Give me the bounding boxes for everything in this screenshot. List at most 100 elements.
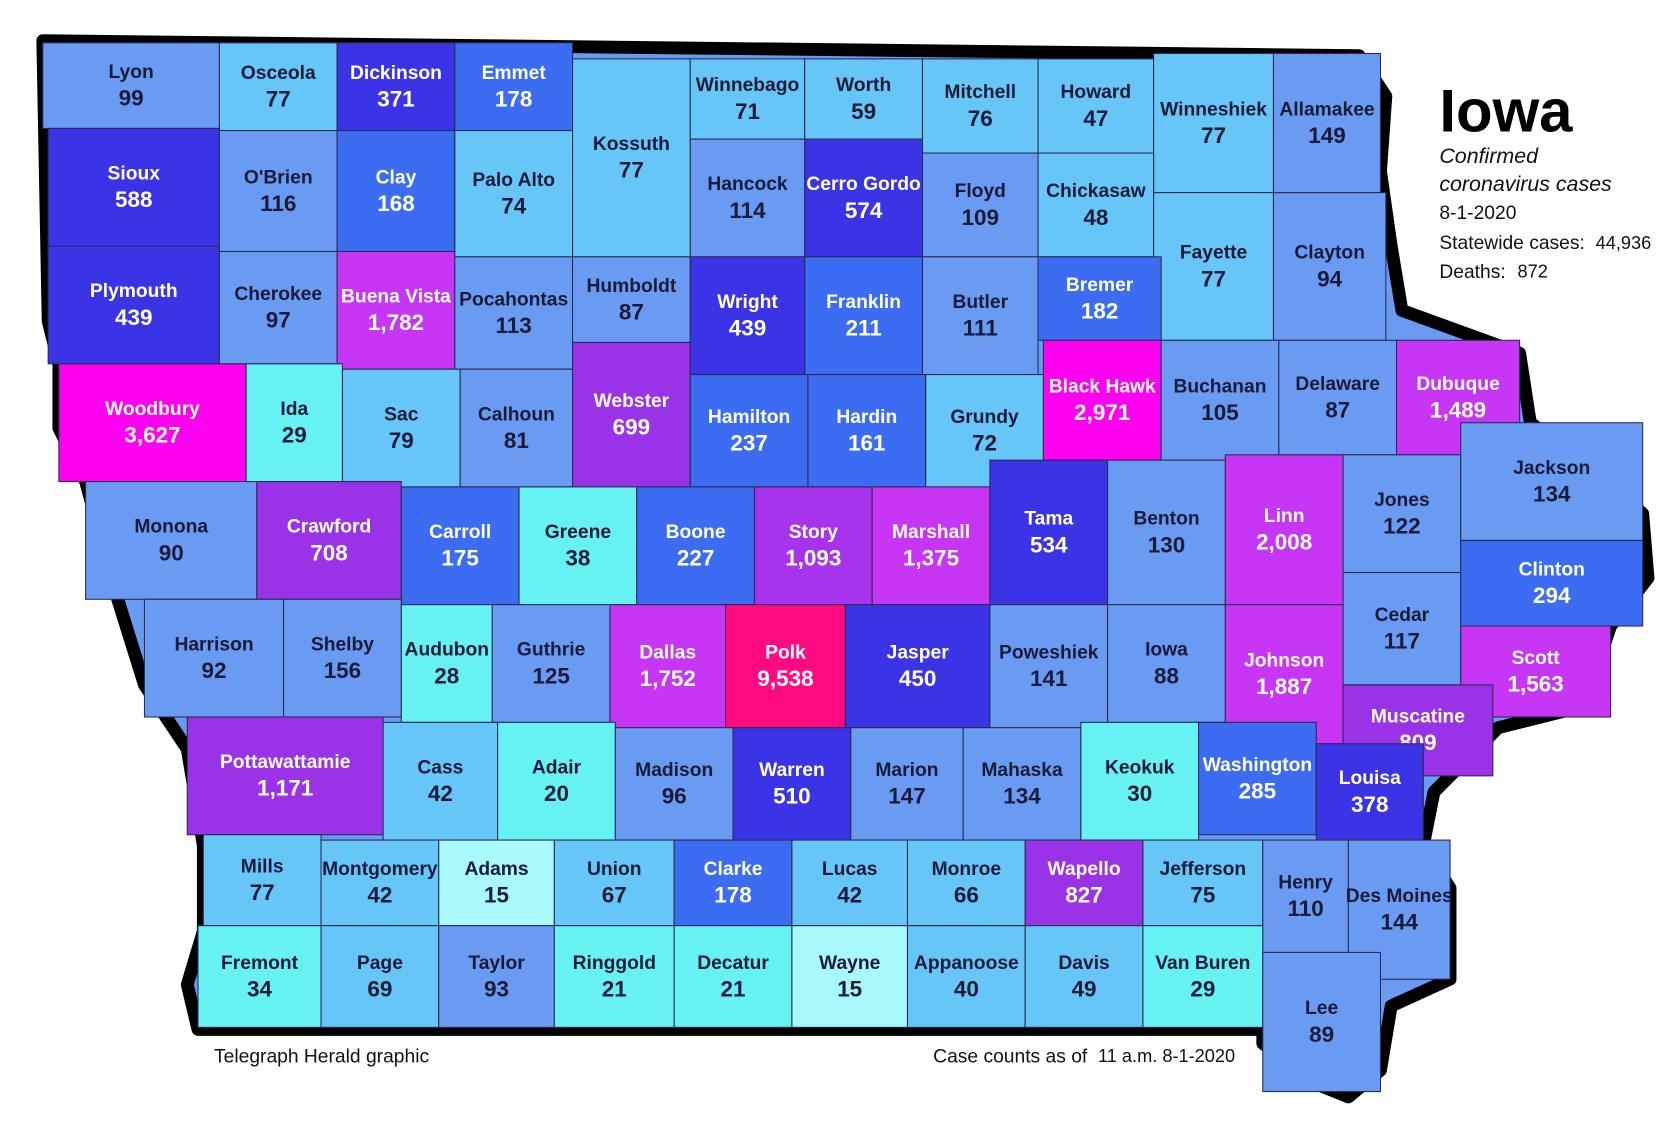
county-cases: 34: [247, 976, 272, 1001]
county-name: Buchanan: [1173, 376, 1266, 397]
county-cases: 141: [1030, 666, 1068, 691]
county-name: Crawford: [287, 517, 372, 538]
county-name: Marshall: [892, 522, 970, 543]
deaths-label: Deaths:: [1439, 262, 1505, 283]
county-name: Winneshiek: [1160, 99, 1267, 120]
county-cases: 1,171: [257, 776, 313, 801]
county-name: Van Buren: [1155, 953, 1250, 974]
county-cases: 178: [714, 883, 752, 908]
county-name: Guthrie: [517, 640, 586, 661]
county: [571, 256, 691, 343]
county-name: Ringgold: [573, 953, 656, 974]
county-name: Greene: [545, 522, 612, 543]
county-cases: 75: [1190, 883, 1215, 908]
county-name: Woodbury: [105, 399, 200, 420]
county-name: Adams: [464, 859, 528, 880]
county-cases: 109: [962, 205, 999, 230]
county-cases: 105: [1201, 400, 1239, 425]
county-name: Montgomery: [322, 859, 438, 880]
county-name: Jackson: [1513, 458, 1590, 479]
county-cases: 2,971: [1074, 400, 1130, 425]
county: [218, 130, 338, 253]
county-name: Louisa: [1339, 768, 1401, 789]
county-cases: 88: [1154, 663, 1179, 688]
county-name: Wayne: [819, 953, 881, 974]
county: [906, 925, 1026, 1028]
county-name: Taylor: [468, 953, 525, 974]
county-name: Linn: [1264, 506, 1305, 527]
county-name: Black Hawk: [1049, 376, 1156, 397]
county-cases: 99: [119, 85, 144, 110]
county-name: Winnebago: [696, 75, 800, 96]
county: [1142, 925, 1264, 1028]
county-cases: 149: [1308, 123, 1346, 148]
county: [844, 604, 991, 729]
statewide-value: 44,936: [1596, 233, 1652, 253]
county-name: Decatur: [697, 953, 769, 974]
county-name: Palo Alto: [472, 170, 555, 191]
county-name: Ida: [280, 399, 308, 420]
county: [1460, 422, 1644, 541]
county-cases: 93: [484, 976, 509, 1001]
county: [1037, 58, 1155, 154]
county-name: Iowa: [1145, 640, 1188, 661]
asof-value: 11 a.m. 8-1-2020: [1098, 1046, 1235, 1066]
county-name: Cass: [417, 757, 463, 778]
county-cases: 77: [1201, 123, 1226, 148]
county-cases: 1,375: [903, 546, 959, 571]
county-name: Keokuk: [1105, 757, 1175, 778]
county: [553, 925, 675, 1028]
county-cases: 134: [1003, 784, 1041, 809]
county-cases: 2,008: [1256, 530, 1312, 555]
county-name: Audubon: [405, 640, 489, 661]
county: [571, 58, 691, 258]
deaths-value: 872: [1517, 262, 1547, 282]
county-cases: 371: [377, 87, 415, 112]
county: [438, 839, 555, 927]
county-name: Buena Vista: [341, 287, 451, 308]
county-name: Shelby: [311, 634, 374, 655]
county-name: Union: [587, 859, 642, 880]
county: [1160, 339, 1280, 461]
county-name: Poweshiek: [999, 642, 1099, 663]
county: [283, 598, 402, 718]
county-cases: 97: [266, 308, 291, 333]
county: [218, 250, 338, 365]
county-name: Jones: [1374, 490, 1430, 511]
county-cases: 699: [613, 415, 651, 440]
county: [1037, 152, 1155, 258]
county: [497, 721, 616, 841]
county-cases: 87: [1325, 397, 1350, 422]
county-cases: 77: [1201, 266, 1226, 291]
credit: Telegraph Herald graphic: [214, 1046, 429, 1067]
county-name: Fremont: [221, 953, 299, 974]
county: [1272, 52, 1382, 194]
county: [636, 486, 755, 606]
county-cases: 48: [1083, 205, 1108, 230]
county-name: Mitchell: [944, 82, 1016, 103]
county-cases: 168: [377, 191, 415, 216]
county-cases: 77: [266, 87, 291, 112]
county-name: Johnson: [1244, 650, 1324, 671]
county-name: Marion: [875, 760, 938, 781]
county-name: Mahaska: [981, 760, 1063, 781]
county: [1024, 839, 1144, 927]
county-name: O'Brien: [244, 167, 313, 188]
county-cases: 110: [1287, 896, 1323, 921]
county: [202, 834, 322, 927]
county: [921, 256, 1039, 376]
county: [454, 42, 574, 132]
county-cases: 1,887: [1256, 674, 1312, 699]
county-name: Clayton: [1294, 243, 1365, 264]
county-name: Monona: [134, 517, 208, 538]
county: [320, 839, 440, 927]
county-cases: 114: [729, 198, 766, 223]
county-name: Clinton: [1519, 559, 1585, 580]
county-cases: 708: [310, 540, 348, 565]
county: [438, 925, 555, 1028]
county-cases: 534: [1030, 532, 1068, 557]
county: [906, 839, 1026, 927]
county: [197, 925, 322, 1028]
county-name: Delaware: [1295, 374, 1380, 395]
